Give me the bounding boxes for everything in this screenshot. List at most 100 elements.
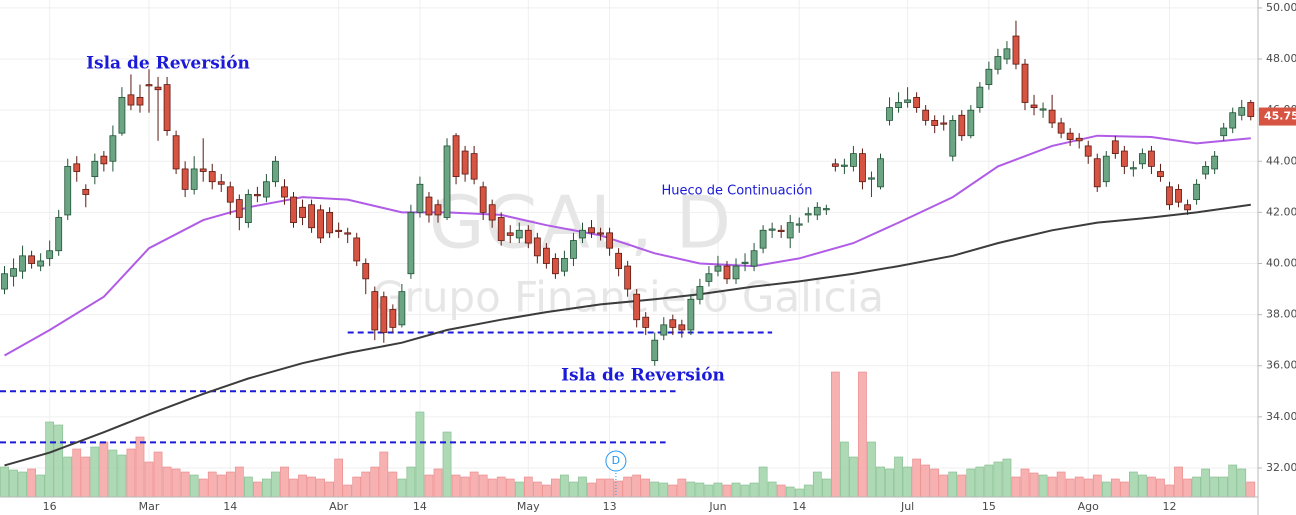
volume-bar — [1138, 474, 1147, 498]
x-tick-label: Mar — [139, 500, 160, 513]
candle-body — [660, 324, 668, 336]
volume-bar — [975, 466, 985, 498]
volume-bar — [162, 466, 172, 498]
volume-bar — [307, 476, 316, 498]
candle-body — [82, 188, 90, 195]
candle-body — [985, 68, 993, 85]
volume-bar — [316, 478, 325, 498]
volume-bar — [1020, 468, 1030, 498]
candle-body — [190, 168, 198, 190]
candle-body — [145, 84, 153, 87]
candle-body — [208, 171, 216, 183]
x-tick-label: 15 — [982, 500, 996, 513]
candle-body — [244, 194, 252, 224]
volume-bar — [27, 468, 36, 498]
candle-body — [136, 96, 144, 106]
candle-body — [326, 211, 334, 234]
volume-bar — [821, 478, 831, 498]
candle-body — [759, 229, 767, 249]
volume-bar — [849, 456, 858, 498]
volume-bar — [867, 441, 876, 498]
candle-body — [822, 208, 830, 211]
volume-bar — [885, 468, 894, 498]
volume-bar — [767, 481, 777, 498]
volume-bar — [514, 481, 524, 498]
candle-body — [1021, 63, 1029, 103]
candle-body — [624, 265, 632, 290]
event-label: D — [612, 454, 620, 467]
candle-body — [100, 155, 108, 165]
y-tick-label: 32.00 — [1266, 461, 1296, 474]
candle-body — [795, 223, 803, 226]
volume-bar — [921, 464, 931, 498]
candle-body — [425, 196, 433, 216]
volume-bar — [135, 436, 145, 498]
volume-bar — [993, 461, 1003, 498]
candle-body — [1220, 127, 1228, 137]
volume-bar — [830, 371, 840, 498]
volume-bar — [1011, 476, 1021, 498]
candle-body — [922, 109, 930, 121]
candle-body — [506, 232, 514, 236]
candle-body — [235, 199, 243, 218]
candle-body — [732, 265, 740, 280]
volume-bar — [45, 421, 55, 498]
volume-bar — [90, 446, 100, 498]
volume-bar — [198, 478, 208, 498]
candle-body — [597, 232, 604, 235]
volume-bar — [623, 476, 633, 498]
annotation: Isla de Reversión — [561, 366, 725, 386]
candle-body — [335, 229, 343, 232]
candle-body — [1148, 150, 1155, 167]
volume-bar — [731, 482, 741, 498]
candle-body — [895, 102, 902, 109]
candle-body — [940, 122, 948, 125]
volume-bar — [659, 482, 669, 498]
candle-body — [217, 181, 225, 185]
candle-body — [127, 94, 135, 106]
volume-bar — [1156, 478, 1165, 498]
volume-bar — [957, 474, 967, 498]
candle-body — [290, 196, 297, 224]
candle-body — [633, 293, 641, 321]
candle-body — [1211, 155, 1219, 170]
moving-average — [4, 203, 1251, 467]
candle-body — [28, 255, 36, 264]
candle-body — [669, 319, 677, 328]
candle-body — [1066, 132, 1074, 140]
volume-bar — [207, 471, 217, 498]
volume-bar — [63, 456, 73, 498]
volume-bar — [424, 474, 434, 498]
candle-body — [1157, 171, 1164, 178]
candle-body — [1202, 165, 1210, 175]
candle-body — [651, 339, 659, 362]
volume-bar — [253, 481, 262, 498]
volume-bar — [225, 471, 235, 498]
volume-bar — [234, 466, 244, 498]
y-tick-label: 38.00 — [1266, 308, 1296, 321]
candle-body — [1, 273, 8, 290]
volume-bar — [803, 484, 813, 498]
candle-body — [886, 107, 893, 121]
last-price-box — [1259, 107, 1296, 126]
candle-body — [579, 229, 586, 239]
volume-bar — [966, 468, 976, 498]
candle-body — [1184, 204, 1191, 211]
volume-bar — [1029, 472, 1039, 498]
candle-body — [163, 84, 171, 132]
candle-body — [570, 240, 577, 259]
y-tick-label: 48.00 — [1266, 52, 1296, 65]
candle-body — [1139, 153, 1146, 165]
candle-body — [768, 228, 776, 231]
candle-body — [1102, 155, 1110, 183]
volume-bar — [749, 482, 759, 498]
candle-body — [497, 217, 505, 241]
x-tick-label: Ago — [1078, 500, 1100, 513]
candle-body — [488, 204, 496, 221]
candle-body — [696, 286, 704, 300]
volume-bar — [505, 478, 515, 498]
candle-body — [299, 206, 306, 218]
candle-body — [741, 261, 749, 264]
volume-bar — [939, 474, 949, 498]
